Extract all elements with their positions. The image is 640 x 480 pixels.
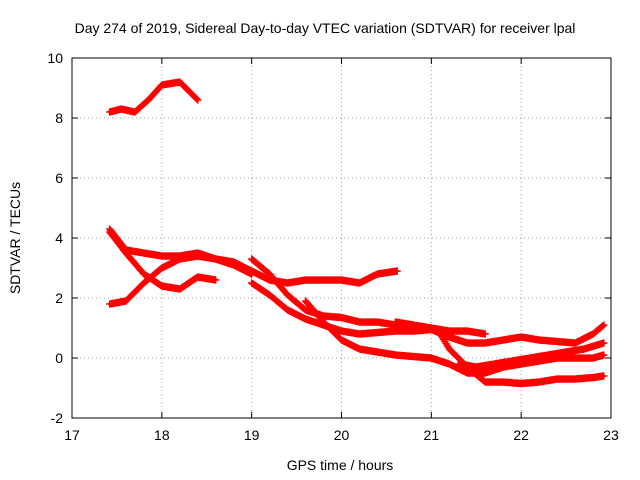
series-arc2 [105,225,256,278]
x-tick-label: 19 [244,427,260,443]
series-markers [105,252,401,308]
x-tick-label: 23 [603,427,619,443]
y-tick-label: 6 [55,170,63,186]
series-markers [105,78,202,116]
series-arc6 [247,279,608,347]
chart-title: Day 274 of 2019, Sidereal Day-to-day VTE… [75,20,576,36]
y-tick-labels: -2 0 2 4 6 8 10 [47,50,63,426]
series-markers [105,225,256,278]
y-tick-label: -2 [51,410,64,426]
series-markers [247,279,608,347]
x-tick-label: 17 [64,427,80,443]
series-arc4 [105,252,401,308]
x-tick-label: 21 [424,427,440,443]
x-tick-label: 22 [513,427,529,443]
x-tick-label: 20 [334,427,350,443]
x-tick-labels: 17 18 19 20 21 22 23 [64,427,619,443]
y-tick-label: 4 [55,230,63,246]
y-tick-label: 10 [47,50,63,66]
series-arc9 [454,339,608,371]
series-arc5 [247,255,489,338]
x-tick-label: 18 [154,427,170,443]
data-series [105,78,608,388]
series-arc1 [105,78,202,116]
y-tick-label: 8 [55,110,63,126]
series-arc3 [105,228,220,293]
y-tick-label: 0 [55,350,63,366]
x-axis-label: GPS time / hours [287,457,394,473]
series-markers [247,255,489,338]
y-tick-label: 2 [55,290,63,306]
y-axis-label: SDTVAR / TECUs [7,182,23,294]
axis-ticks [71,57,612,419]
series-markers [454,339,608,371]
series-markers [105,228,220,293]
